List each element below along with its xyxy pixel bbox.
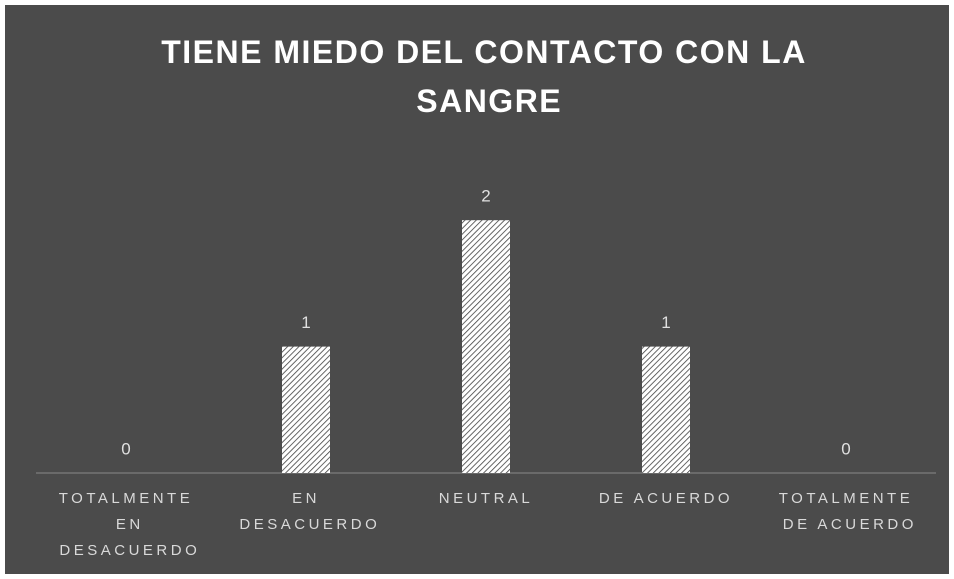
x-tick-label: TOTALMENTE EN DESACUERDO xyxy=(52,490,201,559)
x-tick-label: DE ACUERDO xyxy=(599,490,733,507)
data-label: 1 xyxy=(661,313,670,332)
bar xyxy=(282,346,330,473)
x-tick-label: TOTALMENTE DE ACUERDO xyxy=(775,490,917,533)
data-label: 0 xyxy=(841,439,850,458)
data-label: 1 xyxy=(301,313,310,332)
chart-title: TIENE MIEDO DEL CONTACTO CON LA SANGRE xyxy=(161,34,807,119)
bar xyxy=(642,346,690,473)
x-tick-label: NEUTRAL xyxy=(439,490,534,507)
bar xyxy=(462,220,510,473)
data-label: 0 xyxy=(121,439,130,458)
data-label: 2 xyxy=(481,187,490,206)
x-tick-label: EN DESACUERDO xyxy=(232,490,381,533)
